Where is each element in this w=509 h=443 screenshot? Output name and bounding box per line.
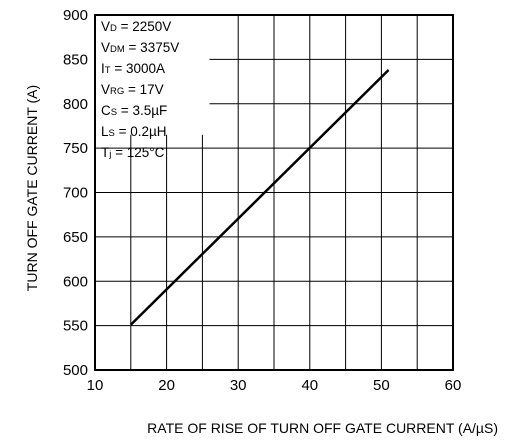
condition-subscript: RG [110, 86, 124, 97]
x-tick-label: 10 [87, 377, 104, 394]
condition-label: Tj = 125°C [101, 145, 165, 160]
condition-symbol: V [101, 82, 110, 97]
y-tick-label: 500 [63, 362, 88, 379]
y-axis-label: TURN OFF GATE CURRENT (A) [24, 85, 40, 291]
condition-subscript: j [108, 149, 111, 160]
series [129, 69, 390, 326]
condition-symbol: L [101, 124, 109, 139]
x-tick-label: 20 [158, 377, 175, 394]
condition-symbol: T [101, 145, 109, 160]
y-tick-label: 650 [63, 229, 88, 246]
condition-subscript: S [111, 107, 117, 118]
y-tick-label: 550 [63, 318, 88, 335]
x-tick-label: 50 [373, 377, 390, 394]
y-tick-label: 700 [63, 185, 88, 202]
plot-frame [94, 14, 454, 371]
condition-label: VRG = 17V [101, 82, 164, 97]
y-tick-label: 750 [63, 140, 88, 157]
condition-value: = 3000A [111, 61, 165, 76]
y-tick-label: 850 [63, 51, 88, 68]
condition-subscript: D [110, 23, 117, 34]
condition-value: = 0.2µH [115, 124, 167, 139]
x-axis-label: RATE OF RISE OF TURN OFF GATE CURRENT (A… [147, 420, 498, 436]
condition-subscript: T [105, 65, 111, 76]
condition-label: CS = 3.5µF [101, 103, 167, 118]
conditions-box [96, 16, 210, 135]
grid [95, 15, 453, 370]
condition-label: IT = 3000A [101, 61, 165, 76]
condition-value: = 3375V [125, 40, 179, 55]
condition-subscript: S [109, 128, 115, 139]
x-tick-label: 30 [230, 377, 247, 394]
x-tick-label: 60 [445, 377, 462, 394]
condition-value: = 3.5µF [117, 103, 167, 118]
condition-value: = 125°C [111, 145, 164, 160]
condition-symbol: V [101, 40, 110, 55]
condition-value: = 2250V [117, 19, 171, 34]
condition-label: VD = 2250V [101, 19, 171, 34]
y-tick-label: 800 [63, 96, 88, 113]
condition-value: = 17V [124, 82, 163, 97]
condition-symbol: I [101, 61, 105, 76]
x-tick-labels: 10 20 30 40 50 60 [87, 377, 462, 394]
condition-label: LS = 0.2µH [101, 124, 167, 139]
condition-subscript: DM [110, 44, 125, 55]
x-tick-label: 40 [301, 377, 318, 394]
condition-label: VDM = 3375V [101, 40, 179, 55]
series-line [129, 69, 390, 326]
y-tick-labels: 500 550 600 650 700 750 800 850 900 [63, 7, 88, 379]
condition-symbol: C [101, 103, 111, 118]
y-tick-label: 900 [63, 7, 88, 24]
y-tick-label: 600 [63, 273, 88, 290]
condition-symbol: V [101, 19, 110, 34]
